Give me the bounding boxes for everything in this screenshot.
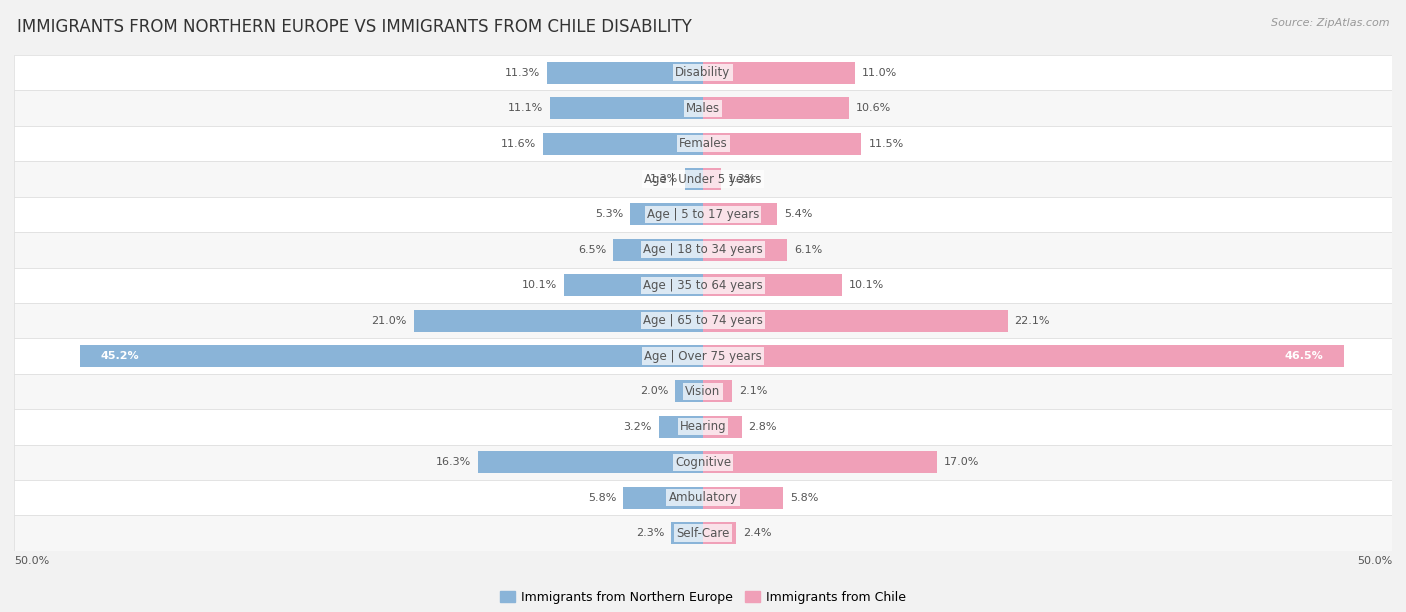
Text: 2.1%: 2.1% — [738, 386, 768, 397]
Text: 17.0%: 17.0% — [945, 457, 980, 468]
Text: Age | 65 to 74 years: Age | 65 to 74 years — [643, 314, 763, 327]
Text: Females: Females — [679, 137, 727, 150]
Text: 50.0%: 50.0% — [14, 556, 49, 566]
Bar — [550, 97, 703, 119]
Text: 6.5%: 6.5% — [578, 245, 606, 255]
Bar — [478, 451, 703, 473]
Bar — [703, 203, 778, 225]
Bar — [703, 274, 842, 296]
Bar — [703, 487, 783, 509]
Bar — [703, 168, 721, 190]
Text: 11.1%: 11.1% — [508, 103, 543, 113]
Text: 10.1%: 10.1% — [522, 280, 557, 290]
Text: Self-Care: Self-Care — [676, 526, 730, 540]
Text: Age | 35 to 64 years: Age | 35 to 64 years — [643, 278, 763, 292]
Bar — [685, 168, 703, 190]
Bar — [623, 487, 703, 509]
Text: 5.3%: 5.3% — [595, 209, 623, 220]
Text: 21.0%: 21.0% — [371, 316, 406, 326]
Text: Source: ZipAtlas.com: Source: ZipAtlas.com — [1271, 18, 1389, 28]
Text: 5.8%: 5.8% — [588, 493, 616, 502]
Text: 2.4%: 2.4% — [742, 528, 772, 538]
Text: 11.0%: 11.0% — [862, 68, 897, 78]
Text: Males: Males — [686, 102, 720, 114]
Bar — [14, 91, 1392, 126]
Text: 11.6%: 11.6% — [501, 138, 536, 149]
Text: 1.3%: 1.3% — [650, 174, 678, 184]
Bar — [14, 267, 1392, 303]
Bar — [630, 203, 703, 225]
Bar — [14, 480, 1392, 515]
Bar — [703, 416, 741, 438]
Bar — [703, 239, 787, 261]
Text: Age | Under 5 years: Age | Under 5 years — [644, 173, 762, 185]
Bar — [703, 310, 1008, 332]
Bar — [703, 522, 737, 544]
Bar — [703, 97, 849, 119]
Text: Cognitive: Cognitive — [675, 456, 731, 469]
Bar — [671, 522, 703, 544]
Bar — [659, 416, 703, 438]
Text: 46.5%: 46.5% — [1284, 351, 1323, 361]
Text: 5.4%: 5.4% — [785, 209, 813, 220]
Bar — [80, 345, 703, 367]
Bar — [14, 196, 1392, 232]
Bar — [14, 444, 1392, 480]
Bar — [703, 133, 862, 155]
Bar — [564, 274, 703, 296]
Bar — [14, 162, 1392, 196]
Text: 1.3%: 1.3% — [728, 174, 756, 184]
Text: 22.1%: 22.1% — [1014, 316, 1050, 326]
Bar — [14, 126, 1392, 162]
Text: 2.3%: 2.3% — [636, 528, 665, 538]
Bar — [14, 232, 1392, 267]
Legend: Immigrants from Northern Europe, Immigrants from Chile: Immigrants from Northern Europe, Immigra… — [495, 586, 911, 609]
Bar — [14, 55, 1392, 91]
Text: 2.8%: 2.8% — [748, 422, 778, 432]
Text: 16.3%: 16.3% — [436, 457, 471, 468]
Bar — [14, 374, 1392, 409]
Text: 2.0%: 2.0% — [640, 386, 669, 397]
Bar — [703, 451, 938, 473]
Bar — [413, 310, 703, 332]
Text: Hearing: Hearing — [679, 420, 727, 433]
Text: 10.1%: 10.1% — [849, 280, 884, 290]
Text: Age | 18 to 34 years: Age | 18 to 34 years — [643, 244, 763, 256]
Text: Vision: Vision — [685, 385, 721, 398]
Text: Ambulatory: Ambulatory — [668, 491, 738, 504]
Text: Age | Over 75 years: Age | Over 75 years — [644, 349, 762, 362]
Bar — [703, 381, 733, 403]
Bar — [14, 303, 1392, 338]
Text: 5.8%: 5.8% — [790, 493, 818, 502]
Text: 50.0%: 50.0% — [1357, 556, 1392, 566]
Text: Disability: Disability — [675, 66, 731, 80]
Bar — [613, 239, 703, 261]
Bar — [14, 515, 1392, 551]
Bar — [703, 345, 1344, 367]
Text: 3.2%: 3.2% — [624, 422, 652, 432]
Text: IMMIGRANTS FROM NORTHERN EUROPE VS IMMIGRANTS FROM CHILE DISABILITY: IMMIGRANTS FROM NORTHERN EUROPE VS IMMIG… — [17, 18, 692, 36]
Text: 11.5%: 11.5% — [869, 138, 904, 149]
Bar — [675, 381, 703, 403]
Text: 10.6%: 10.6% — [856, 103, 891, 113]
Bar — [14, 338, 1392, 374]
Text: Age | 5 to 17 years: Age | 5 to 17 years — [647, 208, 759, 221]
Bar — [547, 62, 703, 84]
Text: 45.2%: 45.2% — [101, 351, 139, 361]
Text: 6.1%: 6.1% — [794, 245, 823, 255]
Text: 11.3%: 11.3% — [505, 68, 540, 78]
Bar — [543, 133, 703, 155]
Bar — [703, 62, 855, 84]
Bar — [14, 409, 1392, 444]
